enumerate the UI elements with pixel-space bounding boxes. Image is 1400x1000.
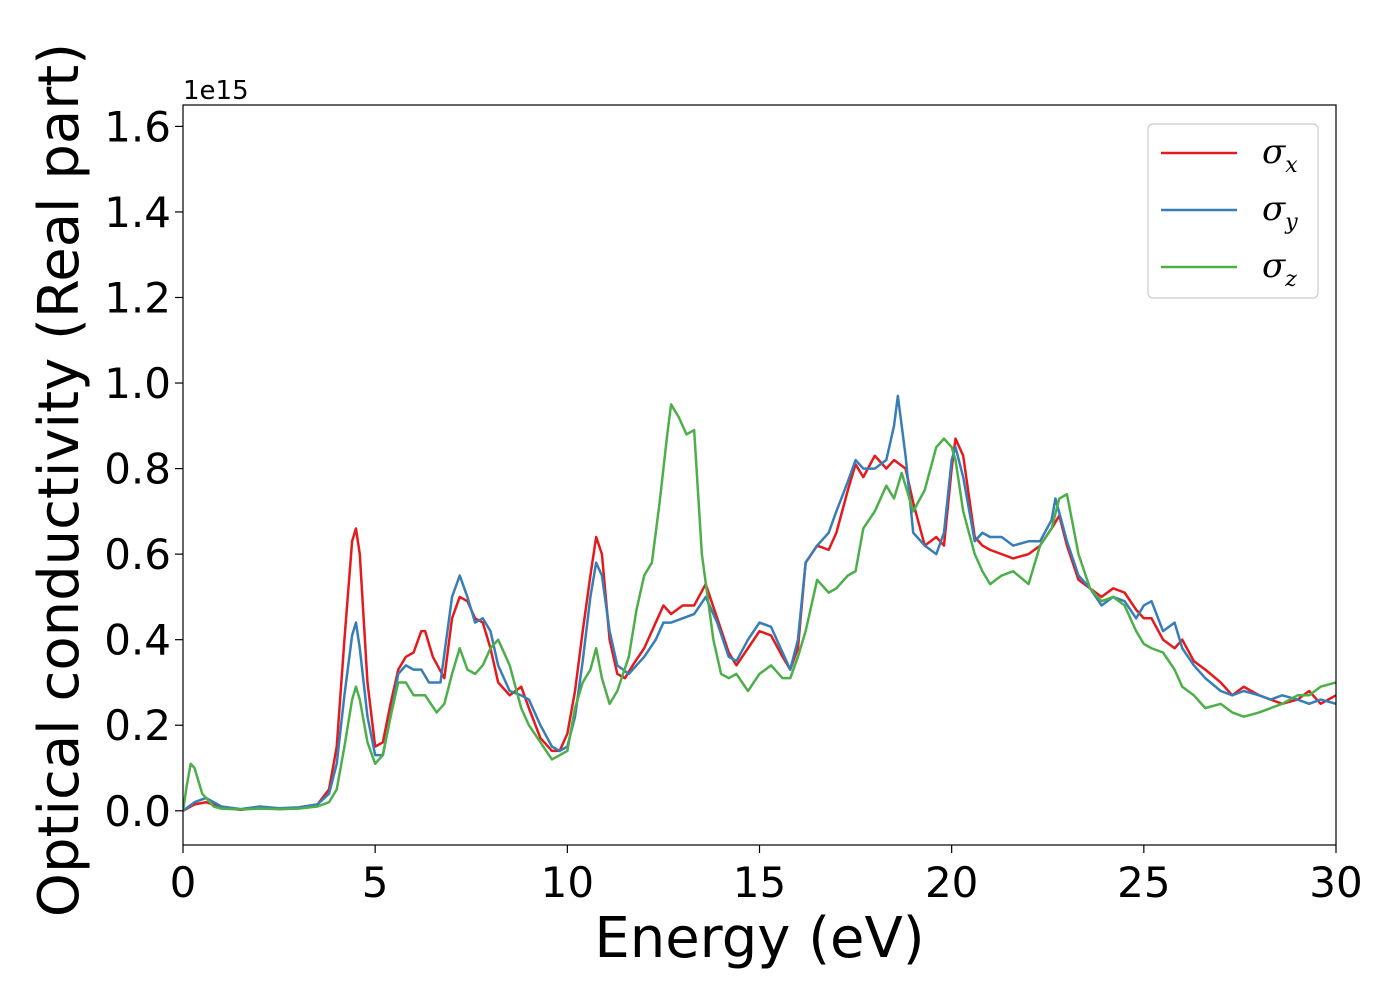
series-line-y	[183, 394, 1336, 812]
legend-label-x: σx	[1262, 132, 1298, 178]
legend-label-z: σz	[1262, 246, 1297, 292]
y-axis-ticks: 0.0 0.2 0.4 0.6 0.8 1.0 1.2 1.4 1.6	[104, 102, 183, 836]
x-tick-label: 15	[733, 858, 786, 907]
y-tick-label: 0.2	[104, 701, 171, 750]
x-tick-label: 10	[541, 858, 594, 907]
y-tick-label: 0.0	[104, 787, 171, 836]
y-tick-label: 1.4	[104, 188, 171, 237]
legend: σx σy σz	[1147, 123, 1319, 299]
x-tick-label: 25	[1117, 858, 1170, 907]
series-line-z	[183, 403, 1336, 811]
y-tick-label: 1.2	[104, 273, 171, 322]
y-tick-label: 0.6	[104, 530, 171, 579]
series-layer	[183, 394, 1336, 812]
y-tick-label: 0.4	[104, 616, 171, 665]
legend-label-y: σy	[1262, 189, 1298, 235]
x-axis-ticks: 0 5 10 15 20 25 30	[170, 845, 1363, 907]
x-tick-label: 20	[925, 858, 978, 907]
y-tick-label: 0.8	[104, 445, 171, 494]
x-tick-label: 30	[1309, 858, 1362, 907]
y-tick-label: 1.0	[104, 359, 171, 408]
x-tick-label: 5	[362, 858, 389, 907]
y-axis-label: Optical conductivity (Real part)	[27, 43, 92, 917]
y-tick-label: 1.6	[104, 102, 171, 151]
x-axis-label: Energy (eV)	[594, 906, 924, 971]
y-offset-label: 1e15	[183, 76, 249, 106]
x-tick-label: 0	[170, 858, 197, 907]
